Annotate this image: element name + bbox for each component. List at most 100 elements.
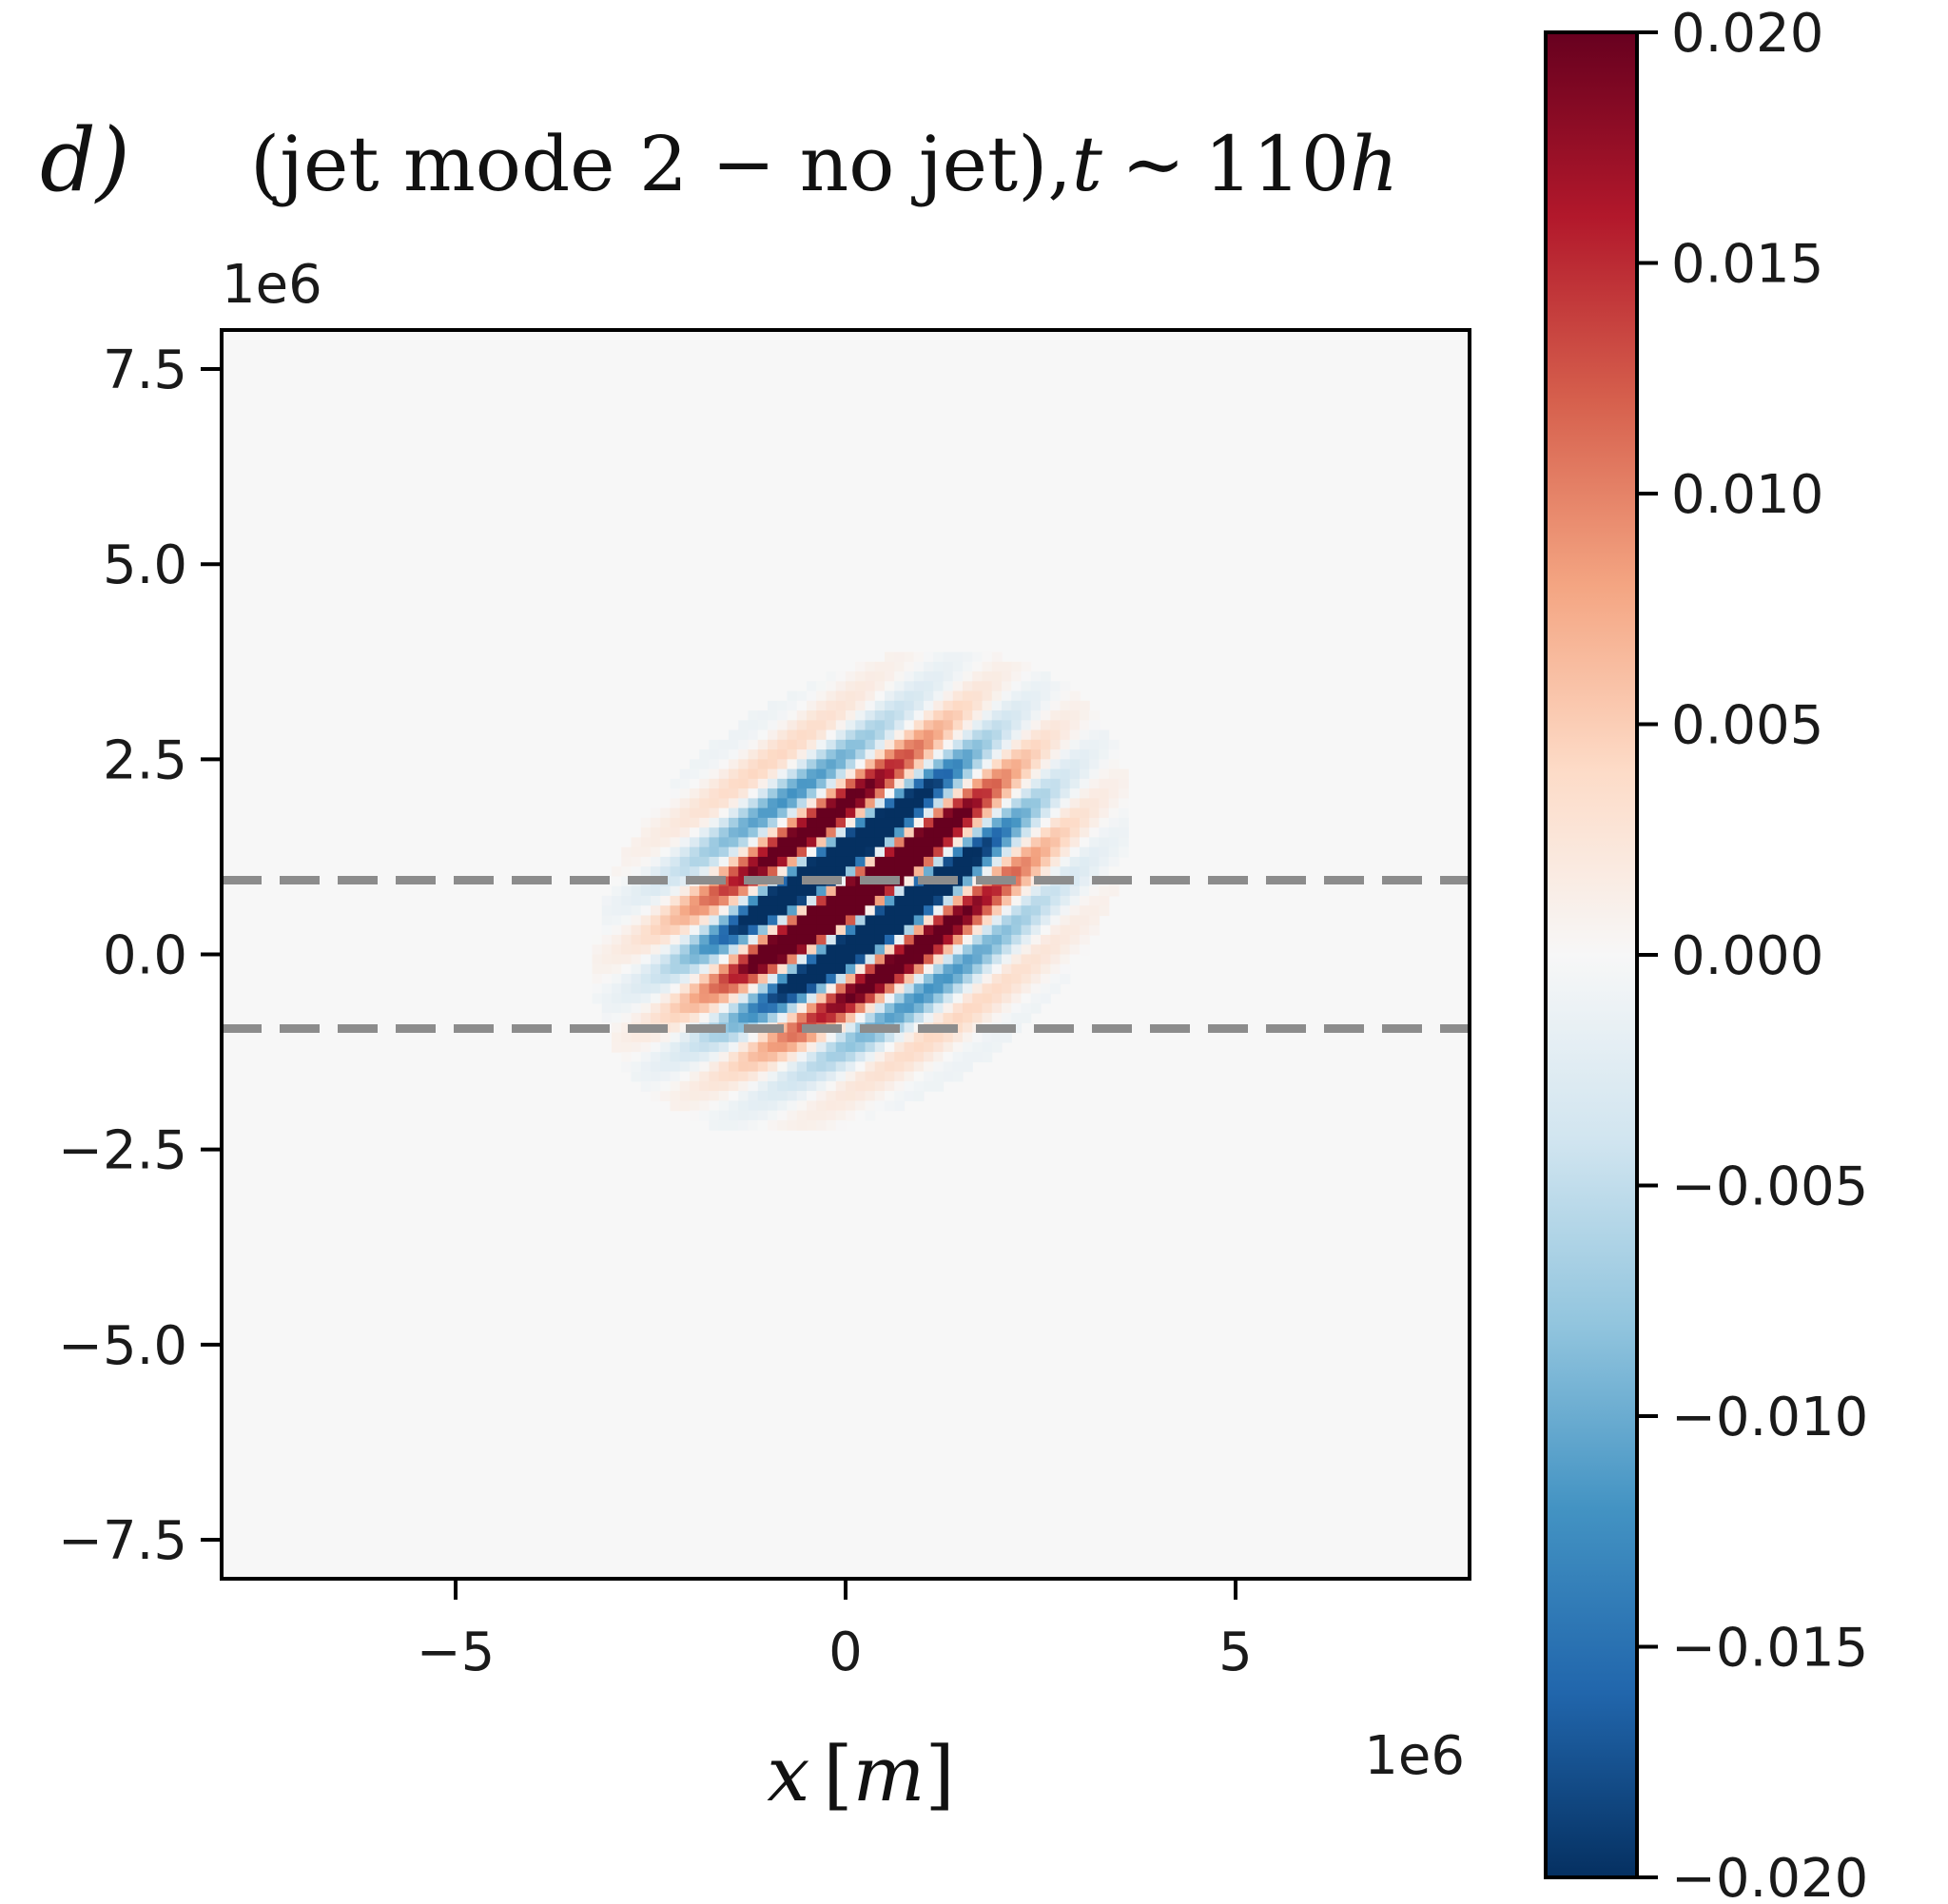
field-cell-892 [777, 866, 789, 878]
field-cell-1913 [738, 1080, 750, 1092]
field-cell-1033 [621, 895, 633, 906]
field-cell-189 [835, 720, 847, 731]
field-cell-562 [1030, 798, 1042, 809]
field-cell-499 [885, 788, 895, 799]
field-cell-290 [1050, 739, 1062, 750]
field-cell-1135 [601, 915, 613, 926]
field-cell-235 [913, 729, 925, 741]
field-cell-886 [718, 866, 730, 878]
field-cell-900 [855, 866, 867, 878]
field-cell-1886 [796, 1071, 808, 1082]
field-cell-1662 [943, 1013, 954, 1023]
field-cell-374 [1021, 759, 1032, 770]
field-cell-913 [982, 866, 993, 878]
field-cell-1664 [963, 1013, 973, 1023]
field-cell-1611 [885, 1002, 895, 1014]
field-cell-1160 [846, 915, 856, 926]
field-cell-1077 [1050, 895, 1062, 906]
field-cell-635 [777, 817, 789, 828]
field-cell-1154 [787, 915, 798, 926]
field-cell-983 [651, 885, 661, 897]
field-cell-1874 [679, 1071, 691, 1082]
field-cell-1498 [699, 983, 711, 995]
field-cell-1193 [670, 924, 681, 936]
field-cell-451 [874, 778, 886, 789]
field-cell-1672 [612, 1022, 622, 1034]
field-cell-1065 [933, 895, 945, 906]
field-cell-623 [660, 817, 672, 828]
field-cell-327 [991, 749, 1003, 760]
field-cell-775 [651, 846, 661, 858]
field-cell-1561 [846, 993, 856, 1004]
field-cell-1826 [924, 1052, 934, 1062]
field-cell-1562 [855, 993, 867, 1004]
field-cell-560 [1011, 798, 1023, 809]
field-cell-423 [1060, 768, 1071, 780]
field-cell-1037 [660, 895, 672, 906]
field-cell-548 [894, 798, 906, 809]
field-cell-379 [1069, 759, 1081, 770]
field-cell-636 [787, 817, 798, 828]
field-cell-1332 [1021, 944, 1032, 956]
field-cell-571 [1119, 798, 1129, 809]
field-cell-1839 [679, 1061, 691, 1073]
field-cell-1653 [855, 1013, 867, 1023]
field-cell-1223 [963, 924, 973, 936]
field-cell-1609 [865, 1002, 876, 1014]
field-cell-1230 [1030, 924, 1042, 936]
field-cell-83 [816, 690, 828, 702]
field-cell-390 [738, 768, 750, 780]
field-cell-570 [1108, 798, 1120, 809]
field-cell-720 [1119, 827, 1129, 839]
field-cell-361 [894, 759, 906, 770]
field-cell-1370 [894, 954, 906, 965]
field-cell-1628 [612, 1013, 622, 1023]
field-cell-1958 [885, 1091, 895, 1101]
field-cell-46 [982, 671, 993, 682]
field-cell-92 [904, 690, 915, 702]
field-cell-1901 [943, 1071, 954, 1082]
field-cell-1801 [679, 1052, 691, 1062]
field-cell-1285 [1060, 934, 1071, 945]
field-cell-776 [660, 846, 672, 858]
field-cell-49 [1011, 671, 1023, 682]
field-cell-221 [777, 729, 789, 741]
field-cell-1051 [796, 895, 808, 906]
field-cell-97 [952, 690, 964, 702]
field-cell-400 [835, 768, 847, 780]
field-cell-1847 [757, 1061, 769, 1073]
field-cell-1597 [748, 1002, 759, 1014]
field-cell-1374 [933, 954, 945, 965]
field-cell-215 [1089, 720, 1101, 731]
field-cell-1530 [1011, 983, 1023, 995]
field-cell-193 [874, 720, 886, 731]
field-cell-1177 [1011, 915, 1023, 926]
field-cell-304 [768, 749, 778, 760]
field-cell-339 [1108, 749, 1120, 760]
field-cell-1517 [885, 983, 895, 995]
field-cell-1107 [835, 905, 847, 917]
field-cell-1320 [904, 944, 915, 956]
field-cell-1951 [816, 1091, 828, 1101]
field-cell-682 [748, 827, 759, 839]
field-cell-1972 [768, 1100, 778, 1112]
field-cell-902 [874, 866, 886, 878]
field-cell-1146 [709, 915, 720, 926]
field-cell-1224 [972, 924, 984, 936]
field-cell-1288 [592, 944, 603, 956]
field-cell-1841 [699, 1061, 711, 1073]
field-cell-51 [1030, 671, 1042, 682]
field-cell-1015 [963, 885, 973, 897]
field-cell-1986 [690, 1110, 700, 1121]
field-cell-1625 [1021, 1002, 1032, 1014]
field-cell-297 [699, 749, 711, 760]
field-cell-713 [1050, 827, 1062, 839]
field-cell-1761 [670, 1041, 681, 1053]
field-cell-179 [738, 720, 750, 731]
field-cell-766 [1069, 837, 1081, 848]
field-cell-1354 [738, 954, 750, 965]
field-cell-1243 [651, 934, 661, 945]
field-cell-61 [885, 681, 895, 692]
field-cell-1950 [807, 1091, 817, 1101]
field-cell-1999 [816, 1110, 828, 1121]
